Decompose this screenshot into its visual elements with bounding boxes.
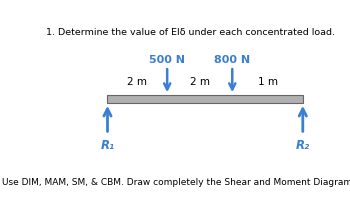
Text: R₁: R₁ (100, 139, 114, 152)
Text: 1. Determine the value of EIδ under each concentrated load.: 1. Determine the value of EIδ under each… (47, 28, 335, 37)
Text: 2 m: 2 m (127, 77, 147, 87)
Text: Use DIM, MAM, SM, & CBM. Draw completely the Shear and Moment Diagrams: Use DIM, MAM, SM, & CBM. Draw completely… (2, 178, 350, 187)
Text: 2 m: 2 m (190, 77, 210, 87)
Text: 500 N: 500 N (149, 55, 185, 65)
Text: 1 m: 1 m (258, 77, 278, 87)
Bar (107, 95, 303, 103)
Text: R₂: R₂ (296, 139, 310, 152)
Text: 800 N: 800 N (214, 55, 250, 65)
